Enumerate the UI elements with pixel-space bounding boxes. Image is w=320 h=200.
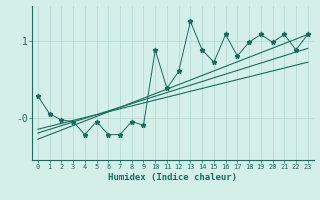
- X-axis label: Humidex (Indice chaleur): Humidex (Indice chaleur): [108, 173, 237, 182]
